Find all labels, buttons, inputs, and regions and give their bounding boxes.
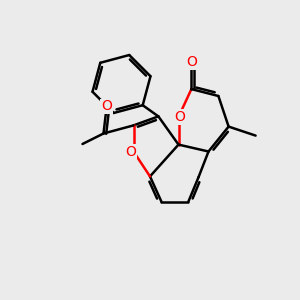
Text: O: O xyxy=(175,110,185,124)
Text: O: O xyxy=(126,145,136,158)
Text: O: O xyxy=(186,55,197,69)
Text: O: O xyxy=(101,100,112,113)
